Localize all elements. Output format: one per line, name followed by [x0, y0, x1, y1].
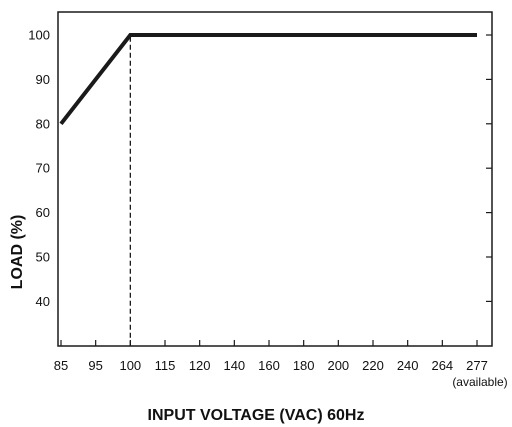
y-tick-label: 100	[28, 28, 50, 43]
x-tick-label: 240	[397, 358, 419, 373]
x-axis-title: INPUT VOLTAGE (VAC) 60Hz	[148, 407, 365, 424]
x-tick-label: 95	[88, 358, 102, 373]
x-tick-label: 180	[293, 358, 315, 373]
x-tick-label: 140	[223, 358, 245, 373]
x-tick-label: 220	[362, 358, 384, 373]
x-axis-ticks: 85 95 100 115 120 140 160 180 200 220 240 264 277	[54, 340, 488, 373]
series-line	[59, 33, 477, 126]
x-tick-label: 277	[466, 358, 488, 373]
x-tick-label: 264	[431, 358, 453, 373]
y-tick-label: 40	[36, 294, 50, 309]
x-tick-note: (available)	[452, 375, 507, 389]
y-tick-label: 90	[36, 72, 50, 87]
x-tick-label: 200	[327, 358, 349, 373]
x-tick-label: 115	[155, 358, 176, 373]
y-tick-label: 70	[36, 161, 50, 176]
y-axis-ticks: 40 50 60 70 80 90 100	[28, 28, 492, 309]
y-tick-label: 50	[36, 250, 50, 265]
x-tick-label: 100	[119, 358, 141, 373]
y-tick-label: 60	[36, 205, 50, 220]
x-tick-label: 85	[54, 358, 68, 373]
y-axis-title: LOAD (%)	[9, 215, 26, 290]
x-tick-label: 120	[189, 358, 211, 373]
x-tick-label: 160	[258, 358, 280, 373]
y-tick-label: 80	[36, 116, 50, 131]
plot-frame	[57, 11, 493, 347]
series-group	[59, 33, 477, 126]
